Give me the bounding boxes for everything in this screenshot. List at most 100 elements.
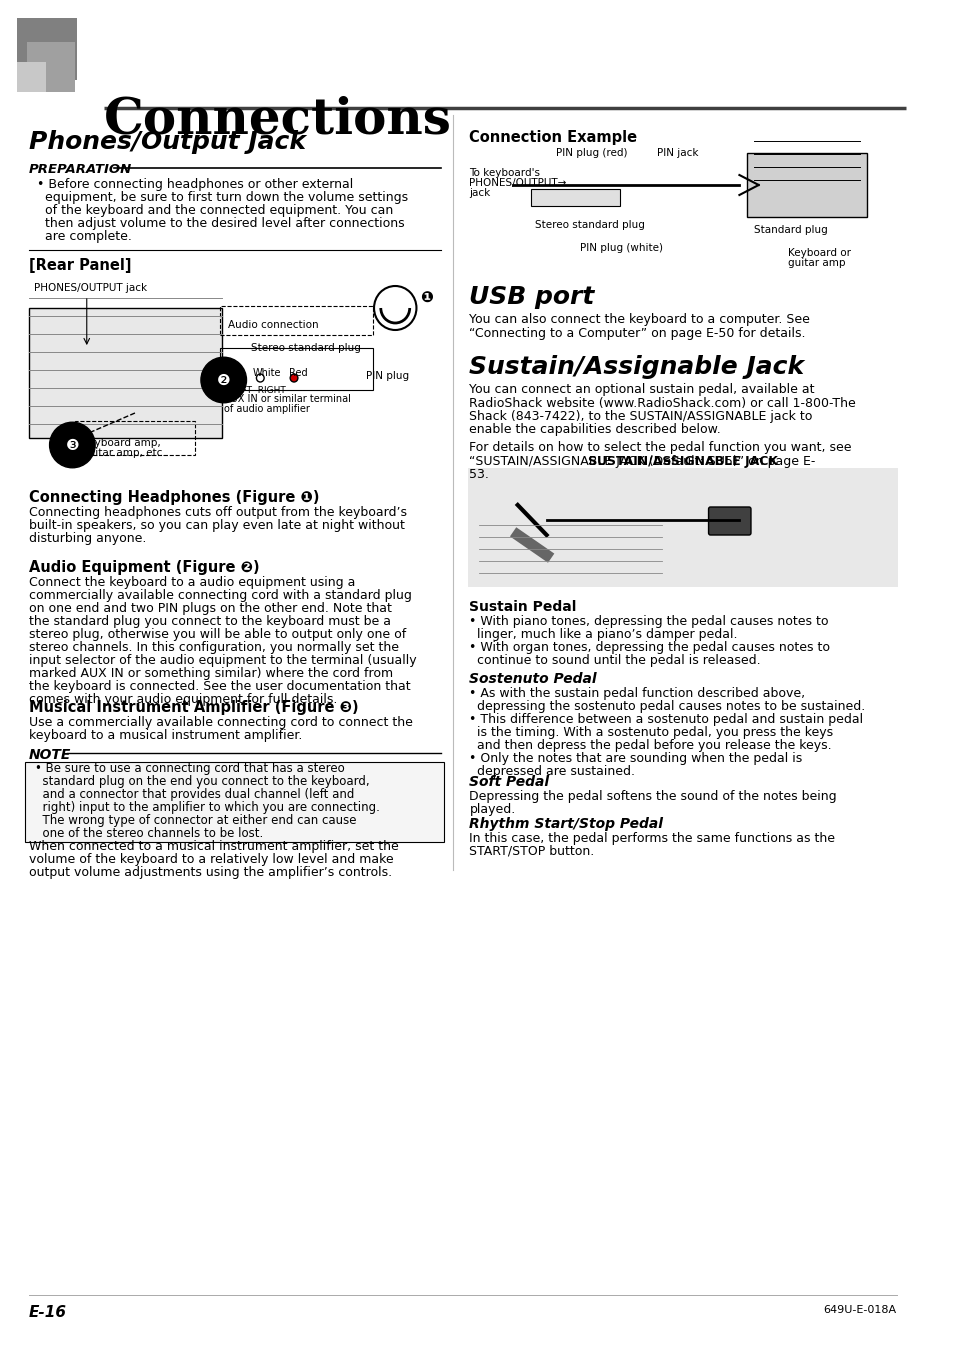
Text: stereo channels. In this configuration, you normally set the: stereo channels. In this configuration, … <box>29 642 398 654</box>
Text: keyboard to a musical instrument amplifier.: keyboard to a musical instrument amplifi… <box>29 729 302 741</box>
Text: For details on how to select the pedal function you want, see: For details on how to select the pedal f… <box>469 441 851 454</box>
Text: PIN plug (white): PIN plug (white) <box>579 243 662 253</box>
Text: The wrong type of connector at either end can cause: The wrong type of connector at either en… <box>34 814 355 828</box>
FancyBboxPatch shape <box>467 468 898 586</box>
Text: of audio amplifier: of audio amplifier <box>223 404 309 414</box>
Text: Stereo standard plug: Stereo standard plug <box>251 342 360 353</box>
Text: PREPARATION: PREPARATION <box>29 163 132 177</box>
Text: right) input to the amplifier to which you are connecting.: right) input to the amplifier to which y… <box>34 801 379 814</box>
Text: output volume adjustments using the amplifier’s controls.: output volume adjustments using the ampl… <box>29 865 392 879</box>
Text: [Rear Panel]: [Rear Panel] <box>29 257 132 274</box>
Text: 53.: 53. <box>469 468 489 481</box>
Text: guitar amp, etc.: guitar amp, etc. <box>82 448 166 458</box>
Text: Soft Pedal: Soft Pedal <box>469 775 549 789</box>
Text: Connections: Connections <box>104 94 452 144</box>
FancyBboxPatch shape <box>17 62 47 92</box>
Text: and then depress the pedal before you release the keys.: and then depress the pedal before you re… <box>469 739 831 752</box>
FancyBboxPatch shape <box>25 762 444 842</box>
Text: To keyboard's: To keyboard's <box>469 168 540 178</box>
Text: input selector of the audio equipment to the terminal (usually: input selector of the audio equipment to… <box>29 654 416 667</box>
Text: You can also connect the keyboard to a computer. See: You can also connect the keyboard to a c… <box>469 313 809 326</box>
Text: Connecting Headphones (Figure ❶): Connecting Headphones (Figure ❶) <box>29 491 319 506</box>
Text: enable the capabilities described below.: enable the capabilities described below. <box>469 423 720 437</box>
Text: Sostenuto Pedal: Sostenuto Pedal <box>469 673 597 686</box>
Text: Sustain/Assignable Jack: Sustain/Assignable Jack <box>469 355 803 379</box>
Text: Audio Equipment (Figure ❷): Audio Equipment (Figure ❷) <box>29 559 259 576</box>
Text: is the timing. With a sostenuto pedal, you press the keys: is the timing. With a sostenuto pedal, y… <box>469 727 833 739</box>
Text: In this case, the pedal performs the same functions as the: In this case, the pedal performs the sam… <box>469 832 835 845</box>
Text: Phones/Output Jack: Phones/Output Jack <box>29 129 306 154</box>
Text: Connect the keyboard to a audio equipment using a: Connect the keyboard to a audio equipmen… <box>29 576 355 589</box>
Text: LEFT  RIGHT: LEFT RIGHT <box>232 386 286 395</box>
Text: guitar amp: guitar amp <box>787 257 844 268</box>
Text: You can connect an optional sustain pedal, available at: You can connect an optional sustain peda… <box>469 383 814 396</box>
Text: • This difference between a sostenuto pedal and sustain pedal: • This difference between a sostenuto pe… <box>469 713 862 727</box>
Text: then adjust volume to the desired level after connections: then adjust volume to the desired level … <box>36 217 404 231</box>
Text: PIN jack: PIN jack <box>657 148 699 158</box>
Text: one of the stereo channels to be lost.: one of the stereo channels to be lost. <box>34 828 263 840</box>
Text: ❸: ❸ <box>66 438 79 453</box>
FancyBboxPatch shape <box>531 189 619 206</box>
Circle shape <box>256 373 264 381</box>
Text: USB port: USB port <box>469 284 595 309</box>
Text: • Only the notes that are sounding when the pedal is: • Only the notes that are sounding when … <box>469 752 801 766</box>
Text: Musical Instrument Amplifier (Figure ❸): Musical Instrument Amplifier (Figure ❸) <box>29 700 358 714</box>
Text: stereo plug, otherwise you will be able to output only one of: stereo plug, otherwise you will be able … <box>29 628 406 642</box>
Text: Use a commercially available connecting cord to connect the: Use a commercially available connecting … <box>29 716 413 729</box>
Text: • With organ tones, depressing the pedal causes notes to: • With organ tones, depressing the pedal… <box>469 642 830 654</box>
FancyBboxPatch shape <box>29 307 221 438</box>
Text: E-16: E-16 <box>29 1305 67 1320</box>
Text: Rhythm Start/Stop Pedal: Rhythm Start/Stop Pedal <box>469 817 662 830</box>
Text: linger, much like a piano’s damper pedal.: linger, much like a piano’s damper pedal… <box>469 628 738 642</box>
Text: the standard plug you connect to the keyboard must be a: the standard plug you connect to the key… <box>29 615 391 628</box>
Text: PIN plug (red): PIN plug (red) <box>556 148 627 158</box>
FancyBboxPatch shape <box>17 18 77 80</box>
Text: • Be sure to use a connecting cord that has a stereo: • Be sure to use a connecting cord that … <box>34 762 344 775</box>
Text: • As with the sustain pedal function described above,: • As with the sustain pedal function des… <box>469 687 804 700</box>
Text: jack: jack <box>469 187 490 198</box>
Text: Depressing the pedal softens the sound of the notes being: Depressing the pedal softens the sound o… <box>469 790 836 803</box>
Text: Sustain Pedal: Sustain Pedal <box>469 600 577 613</box>
FancyBboxPatch shape <box>27 42 75 92</box>
Text: are complete.: are complete. <box>36 231 132 243</box>
Text: Stereo standard plug: Stereo standard plug <box>535 220 644 231</box>
Text: volume of the keyboard to a relatively low level and make: volume of the keyboard to a relatively l… <box>29 853 394 865</box>
Text: continue to sound until the pedal is released.: continue to sound until the pedal is rel… <box>469 654 760 667</box>
Text: PHONES/OUTPUT→: PHONES/OUTPUT→ <box>469 178 566 187</box>
Text: and a connector that provides dual channel (left and: and a connector that provides dual chann… <box>34 789 354 801</box>
Text: “SUSTAIN/ASSIGNABLE JACK (Default: SU5)” on page E-: “SUSTAIN/ASSIGNABLE JACK (Default: SU5)”… <box>469 454 815 468</box>
Text: Shack (843-7422), to the SUSTAIN/ASSIGNABLE jack to: Shack (843-7422), to the SUSTAIN/ASSIGNA… <box>469 410 812 423</box>
Text: disturbing anyone.: disturbing anyone. <box>29 532 146 545</box>
Text: When connected to a musical instrument amplifier, set the: When connected to a musical instrument a… <box>29 840 398 853</box>
Text: AUX IN or similar terminal: AUX IN or similar terminal <box>223 394 350 404</box>
FancyBboxPatch shape <box>746 154 865 217</box>
Text: commercially available connecting cord with a standard plug: commercially available connecting cord w… <box>29 589 412 603</box>
Text: built-in speakers, so you can play even late at night without: built-in speakers, so you can play even … <box>29 519 404 532</box>
Text: marked AUX IN or something similar) where the cord from: marked AUX IN or something similar) wher… <box>29 667 393 679</box>
Text: ❷: ❷ <box>216 372 231 387</box>
Text: on one end and two PIN plugs on the other end. Note that: on one end and two PIN plugs on the othe… <box>29 603 392 615</box>
Text: • With piano tones, depressing the pedal causes notes to: • With piano tones, depressing the pedal… <box>469 615 828 628</box>
Text: depressing the sostenuto pedal causes notes to be sustained.: depressing the sostenuto pedal causes no… <box>469 700 864 713</box>
Text: 649U-E-018A: 649U-E-018A <box>822 1305 896 1316</box>
Text: ❶: ❶ <box>420 291 433 306</box>
Text: START/STOP button.: START/STOP button. <box>469 845 594 857</box>
Circle shape <box>374 286 416 330</box>
Text: Keyboard amp,: Keyboard amp, <box>82 438 160 448</box>
Text: comes with your audio equipment for full details.: comes with your audio equipment for full… <box>29 693 337 706</box>
Text: PHONES/OUTPUT jack: PHONES/OUTPUT jack <box>33 283 147 293</box>
Text: depressed are sustained.: depressed are sustained. <box>469 766 635 778</box>
Text: Red: Red <box>289 368 308 377</box>
Text: played.: played. <box>469 803 516 816</box>
Text: of the keyboard and the connected equipment. You can: of the keyboard and the connected equipm… <box>36 204 393 217</box>
Text: Connection Example: Connection Example <box>469 129 637 146</box>
Text: PIN plug: PIN plug <box>366 371 409 381</box>
Text: Audio connection: Audio connection <box>228 319 318 330</box>
Text: NOTE: NOTE <box>29 748 71 762</box>
Text: • Before connecting headphones or other external: • Before connecting headphones or other … <box>36 178 353 191</box>
Text: “Connecting to a Computer” on page E-50 for details.: “Connecting to a Computer” on page E-50 … <box>469 328 805 340</box>
Text: White: White <box>253 368 281 377</box>
Text: Standard plug: Standard plug <box>753 225 827 235</box>
Text: equipment, be sure to first turn down the volume settings: equipment, be sure to first turn down th… <box>36 191 407 204</box>
FancyBboxPatch shape <box>708 507 750 535</box>
